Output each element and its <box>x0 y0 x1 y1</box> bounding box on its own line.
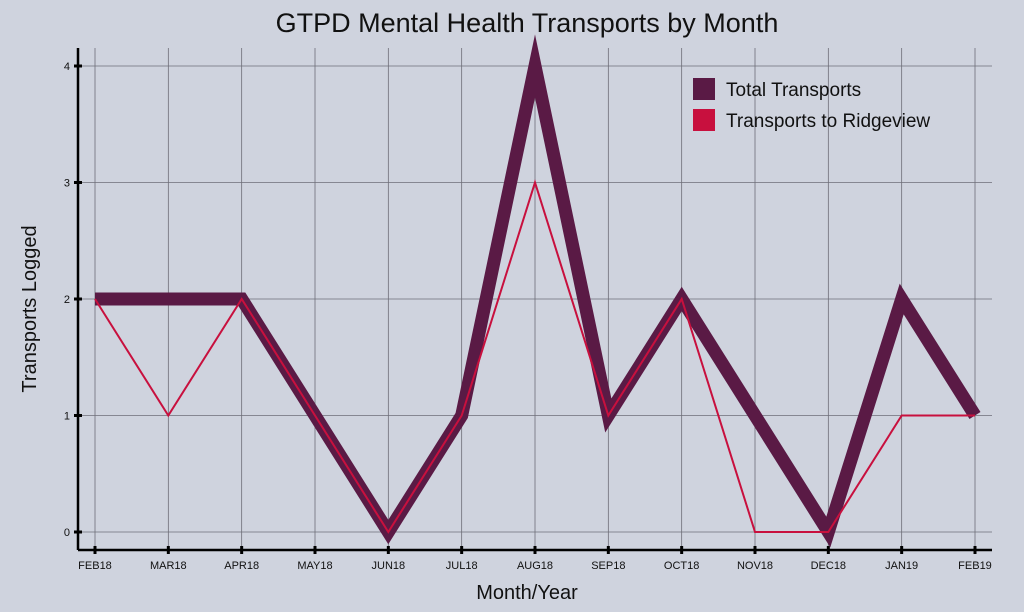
x-tick-label: SEP18 <box>591 560 625 572</box>
x-tick-label: MAR18 <box>150 560 187 572</box>
y-axis-label: Transports Logged <box>19 225 41 392</box>
x-tick-label: NOV18 <box>737 560 773 572</box>
x-tick-label: FEB18 <box>78 560 112 572</box>
legend-label: Total Transports <box>726 80 861 101</box>
x-tick-label: AUG18 <box>517 560 553 572</box>
y-tick-label: 2 <box>64 294 70 306</box>
chart-title: GTPD Mental Health Transports by Month <box>276 8 779 38</box>
x-axis-label: Month/Year <box>476 582 578 604</box>
x-tick-label: OCT18 <box>664 560 699 572</box>
x-tick-label: MAY18 <box>297 560 332 572</box>
x-tick-label: JUN18 <box>372 560 406 572</box>
x-tick-label: DEC18 <box>811 560 846 572</box>
legend-swatch <box>693 78 715 100</box>
x-tick-label: JAN19 <box>885 560 918 572</box>
legend-label: Transports to Ridgeview <box>726 111 930 132</box>
legend-swatch <box>693 109 715 131</box>
axes: FEB18 MAR18 APR18 MAY18 JUN18 JUL18 AUG18 SEP18… <box>64 48 992 572</box>
x-tick-label: JUL18 <box>446 560 478 572</box>
y-tick-label: 4 <box>64 61 70 73</box>
y-tick-label: 1 <box>64 411 70 423</box>
y-tick-label: 3 <box>64 178 70 190</box>
legend: Total Transports Transports to Ridgeview <box>693 78 930 132</box>
y-tick-label: 0 <box>64 527 70 539</box>
data-series <box>94 34 981 548</box>
x-tick-label: FEB19 <box>958 560 992 572</box>
x-tick-label: APR18 <box>224 560 259 572</box>
